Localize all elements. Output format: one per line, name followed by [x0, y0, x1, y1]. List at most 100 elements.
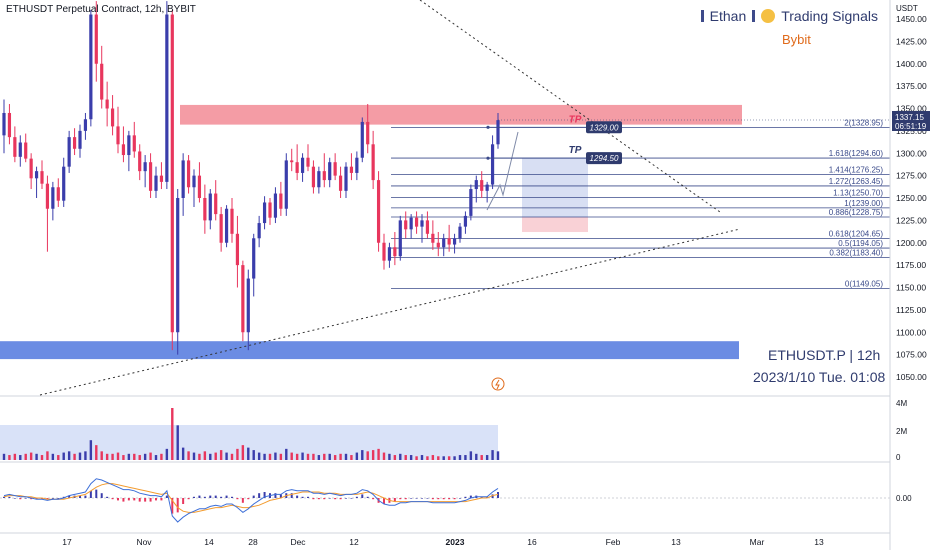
candles-layer: [2, 1, 500, 355]
volume-bar: [171, 408, 174, 460]
time-tick-label: 17: [62, 537, 72, 547]
volume-bar: [442, 456, 445, 460]
fib-label: 1.618(1294.60): [829, 149, 884, 158]
resistance-zone: [180, 104, 742, 125]
macd-histogram-bar: [41, 498, 43, 500]
candle-body: [203, 198, 207, 221]
macd-histogram-bar: [225, 495, 228, 498]
macd-histogram-bar: [486, 496, 489, 498]
macd-histogram-bar: [263, 492, 266, 498]
macd-histogram-bar: [296, 495, 299, 498]
volume-bar: [160, 453, 163, 460]
macd-histogram-bar: [415, 498, 418, 499]
macd-histogram-bar: [307, 496, 309, 498]
price-tick-label: 1200.00: [896, 238, 927, 248]
macd-histogram-bar: [89, 490, 92, 498]
macd-histogram-bar: [383, 498, 385, 504]
candle-body: [170, 14, 174, 333]
chart-title: ETHUSDT Perpetual Contract, 12h, BYBIT: [6, 4, 196, 15]
volume-bar: [350, 455, 353, 460]
macd-histogram-bar: [182, 498, 185, 504]
macd-layer: [0, 478, 890, 523]
macd-histogram-bar: [491, 494, 494, 498]
macd-histogram-bar: [187, 498, 190, 500]
candle-body: [295, 162, 299, 173]
candle-body: [143, 162, 147, 172]
volume-bar: [453, 456, 456, 460]
macd-histogram-bar: [361, 494, 364, 498]
macd-histogram-bar: [84, 495, 87, 498]
macd-histogram-bar: [24, 498, 27, 499]
candle-body: [62, 166, 66, 201]
price-tick-label: 1275.00: [896, 171, 927, 181]
volume-bar: [469, 451, 473, 460]
price-tick-label: 1175.00: [896, 260, 926, 270]
candle-body: [154, 175, 158, 191]
candle-body: [110, 108, 115, 127]
brand-channel: Trading Signals: [781, 8, 878, 24]
volume-bar: [198, 453, 201, 460]
trendline-resistance: [419, 0, 721, 213]
volume-bar: [209, 453, 212, 460]
price-tick-label: 1125.00: [896, 305, 926, 315]
volume-bar: [138, 455, 141, 460]
candle-body: [132, 135, 136, 152]
fib-label: 0(1149.05): [845, 279, 883, 288]
overlay-layer: TP 1329.00 TP 1294.50: [39, 0, 741, 396]
volume-bar: [431, 455, 435, 460]
macd-histogram-bar: [8, 496, 11, 498]
volume-bar: [78, 452, 82, 460]
macd-histogram-bar: [317, 498, 320, 500]
volume-bar: [491, 450, 494, 460]
volume-bar: [116, 452, 120, 460]
volume-bar: [377, 448, 380, 460]
volume-bar: [312, 453, 315, 460]
volume-bar: [496, 451, 500, 460]
macd-histogram-bar: [366, 496, 369, 498]
macd-histogram-bar: [176, 498, 179, 513]
macd-histogram-bar: [448, 498, 451, 500]
candle-body: [322, 171, 326, 181]
volume-bar: [100, 451, 103, 460]
volume-bar: [62, 452, 65, 460]
volume-bar: [236, 448, 239, 460]
volume-tick-label: 2M: [896, 427, 907, 436]
candle-body: [235, 233, 240, 266]
candle-body: [13, 137, 17, 157]
macd-histogram-bar: [404, 498, 407, 500]
price-tick-label: 1150.00: [896, 283, 926, 293]
volume-bar: [2, 453, 6, 460]
countdown-label: 06:51:19: [895, 122, 927, 131]
macd-histogram-bar: [13, 498, 16, 499]
volume-bar: [366, 451, 369, 460]
candle-body: [18, 142, 22, 157]
candle-body: [485, 184, 489, 191]
candle-body: [290, 160, 294, 163]
volume-bar: [57, 455, 60, 460]
support-zone: [0, 341, 739, 360]
volume-tick-label: 0: [896, 453, 901, 462]
volume-bar: [89, 440, 93, 460]
volume-bar: [420, 455, 424, 460]
fib-label: 2(1328.95): [844, 118, 883, 127]
macd-histogram-bar: [464, 496, 467, 498]
symbol-timeframe: ETHUSDT.P | 12h: [768, 347, 881, 363]
macd-histogram-bar: [62, 496, 65, 498]
volume-bar: [176, 425, 179, 460]
volume-bar: [111, 453, 114, 460]
volume-bar: [95, 445, 98, 460]
candle-body: [311, 166, 316, 188]
tp-tag: TP: [569, 145, 582, 156]
macd-histogram-bar: [252, 495, 255, 498]
candle-body: [349, 166, 354, 173]
price-tick-label: 1300.00: [896, 148, 927, 158]
volume-bar: [51, 453, 55, 460]
macd-histogram-bar: [203, 496, 206, 498]
price-tick-label: 1050.00: [896, 372, 927, 382]
volume-bar: [415, 456, 418, 460]
volume-bar: [339, 453, 342, 460]
macd-histogram-bar: [453, 498, 456, 500]
